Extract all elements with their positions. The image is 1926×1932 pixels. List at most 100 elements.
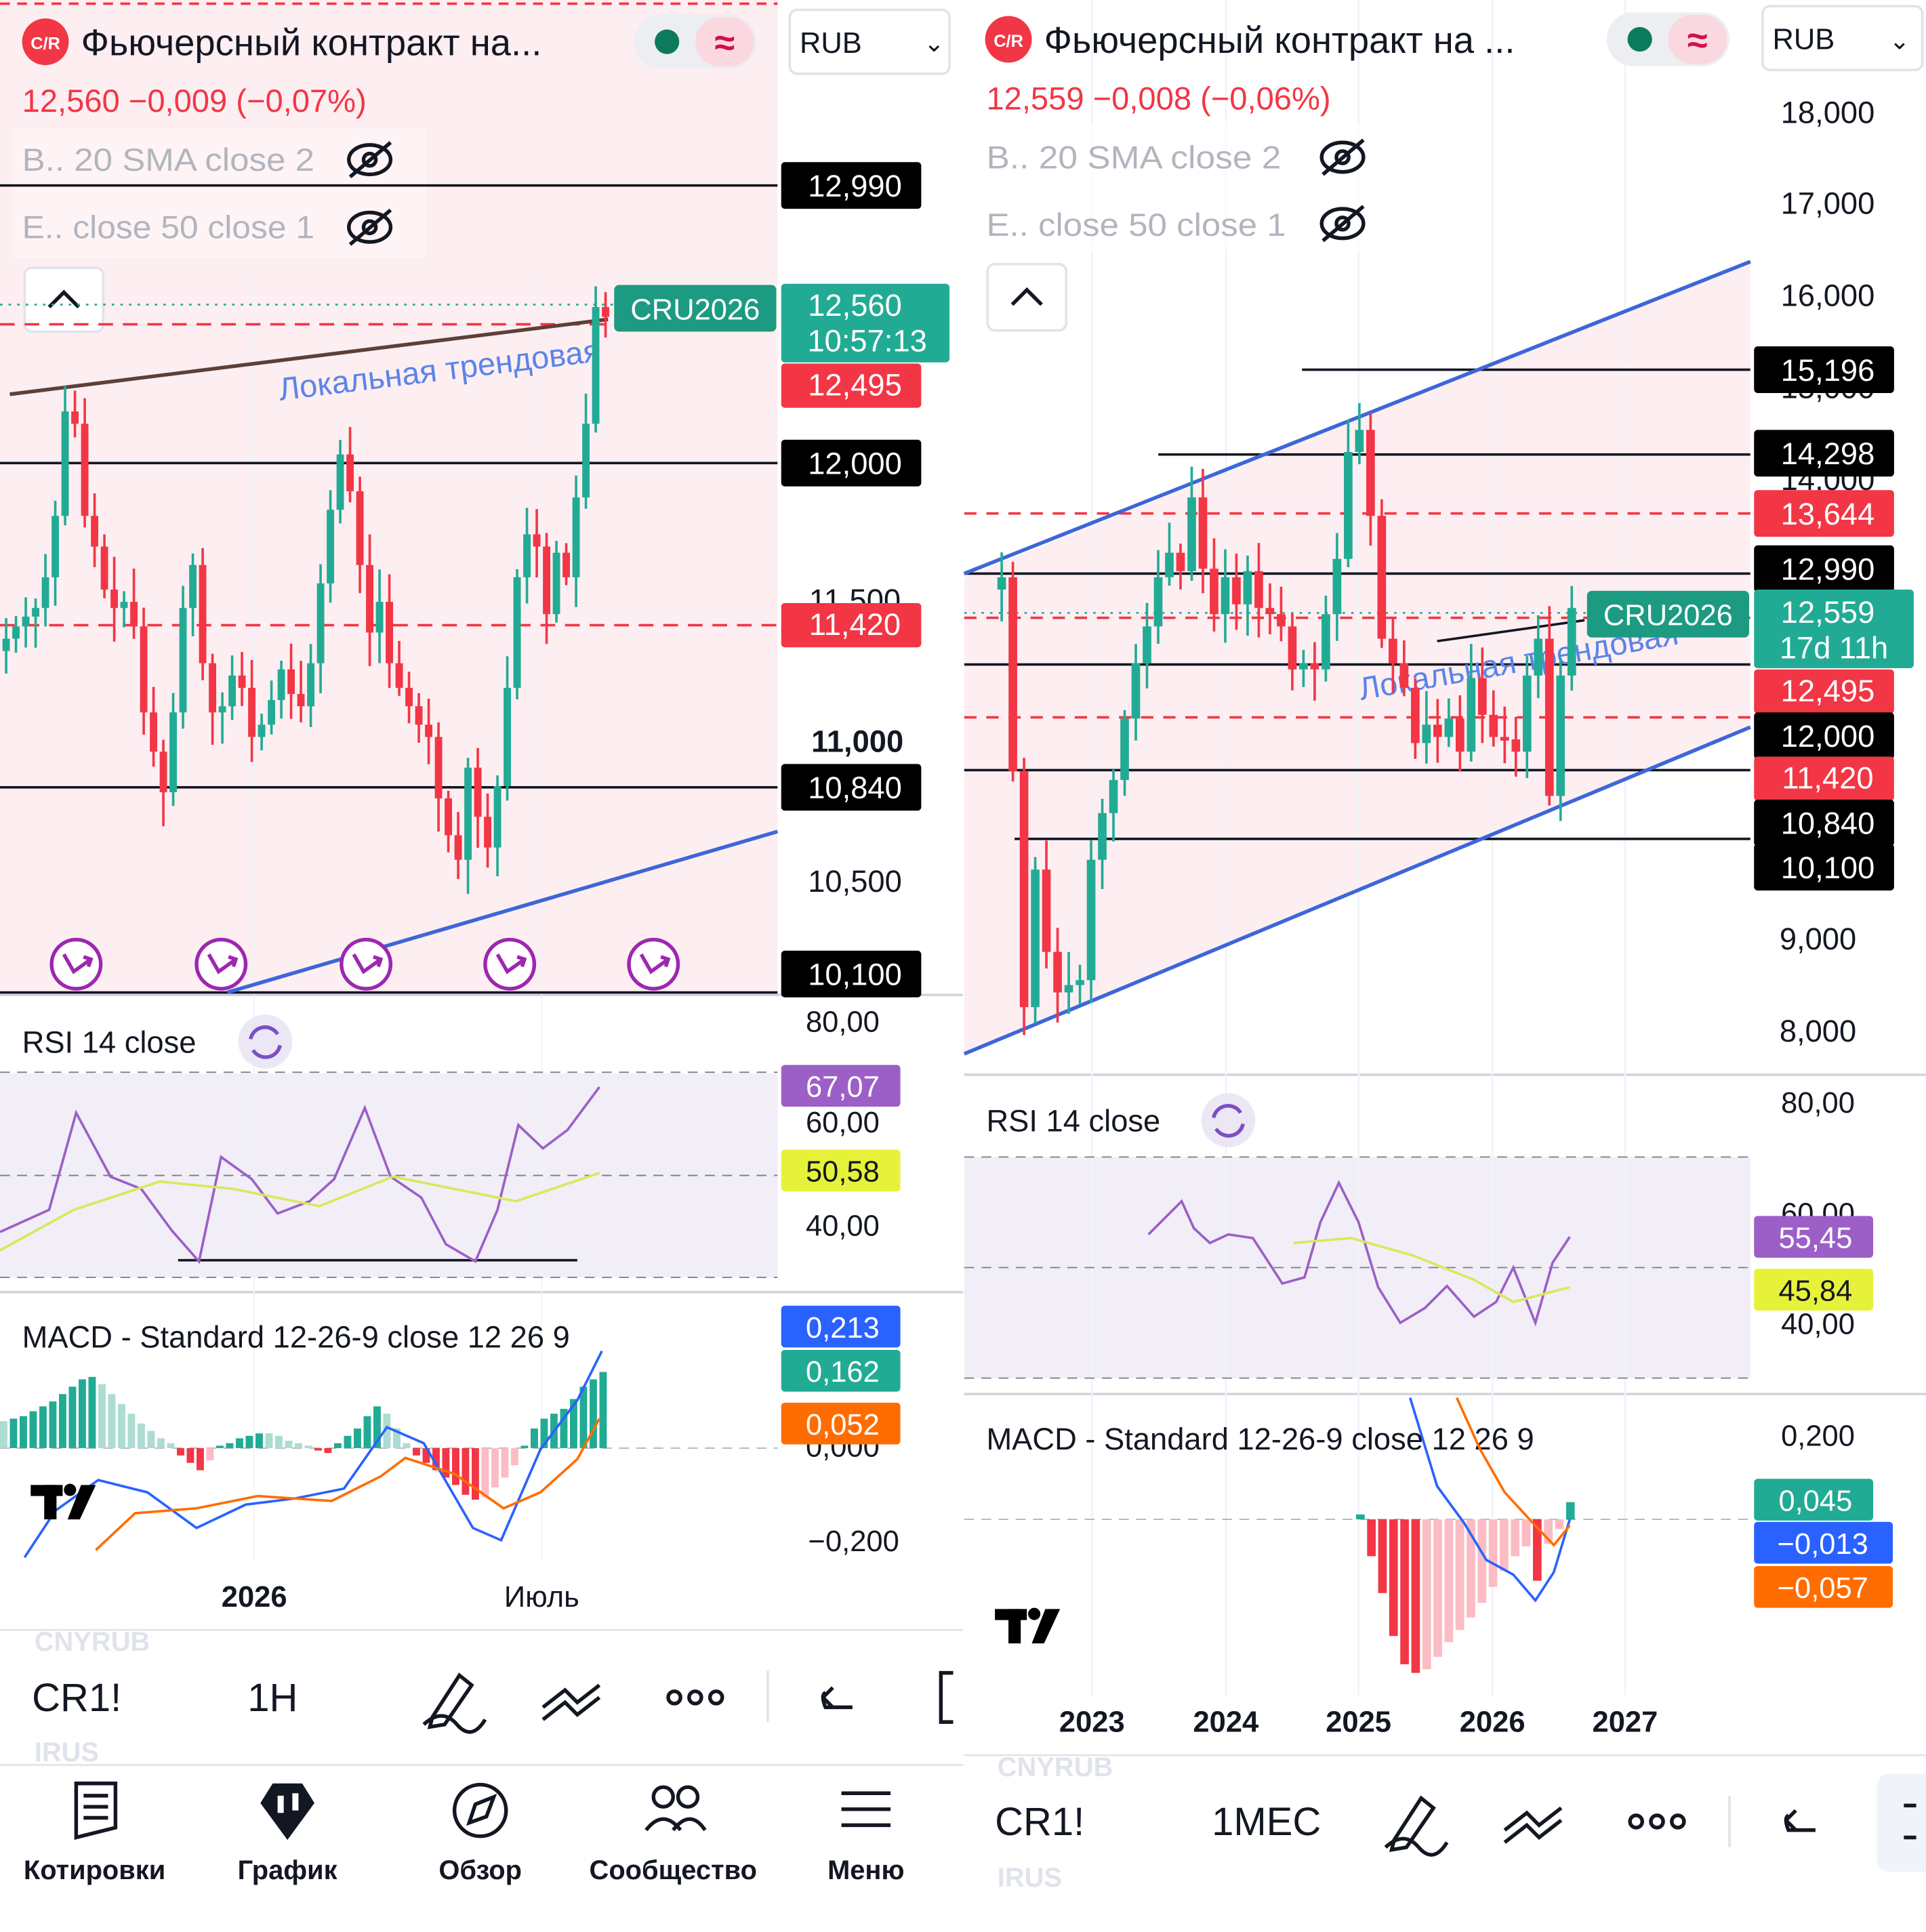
svg-text:15,196: 15,196	[1781, 353, 1875, 388]
macd-bar	[521, 1445, 529, 1448]
candle-body	[1075, 980, 1084, 985]
candle-body	[1210, 569, 1218, 614]
indicator-sma-label[interactable]: B.. 20 SMA close 2	[22, 142, 314, 178]
indicator-sma-label[interactable]: B.. 20 SMA close 2	[986, 139, 1281, 175]
event-arrow-icon	[485, 940, 535, 989]
macd-bar	[236, 1438, 243, 1448]
candle-body	[415, 706, 423, 724]
left-macd-pane: MACD - Standard 12-26-9 close 12 26 9 0,…	[0, 1306, 901, 1559]
svg-text:11,420: 11,420	[809, 607, 901, 642]
fullscreen-icon[interactable]	[941, 1673, 953, 1723]
interval-button[interactable]: 1МЕС	[1212, 1800, 1321, 1844]
candle-body	[1478, 678, 1487, 715]
candle-body	[268, 700, 275, 724]
candle-body	[435, 737, 443, 799]
candle-body	[1389, 639, 1397, 663]
interval-button[interactable]: 1H	[247, 1676, 298, 1720]
refresh-icon[interactable]	[1202, 1093, 1256, 1147]
svg-text:MACD - Standard 12-26-9 close: MACD - Standard 12-26-9 close 12 26 9	[986, 1422, 1534, 1456]
price-change-line: 12,560 −0,009 (−0,07%)	[22, 83, 367, 119]
macd-bar	[30, 1412, 37, 1448]
candle-body	[1244, 571, 1252, 604]
macd-bar	[207, 1448, 214, 1460]
candle-body	[1065, 985, 1073, 993]
more-icon[interactable]	[668, 1691, 722, 1704]
candle-body	[219, 706, 226, 712]
candle-body	[1523, 676, 1532, 752]
candle-body	[1109, 780, 1118, 813]
macd-bar	[59, 1394, 66, 1448]
symbol-tag-text: CRU2026	[630, 293, 760, 326]
candle-body	[405, 688, 413, 706]
indicator-ema-label[interactable]: E.. close 50 close 1	[22, 209, 314, 245]
svg-text:IRUS: IRUS	[35, 1738, 99, 1767]
candle-body	[1489, 715, 1498, 737]
candle-body	[553, 553, 560, 615]
candle-body	[1467, 678, 1475, 752]
svg-text:12,000: 12,000	[1781, 719, 1875, 754]
candle-body	[248, 688, 255, 737]
symbol-button[interactable]: CR1!	[995, 1800, 1084, 1844]
collapse-legend-button[interactable]	[987, 264, 1066, 331]
macd-bar	[108, 1394, 116, 1448]
macd-bar	[1566, 1502, 1575, 1519]
svg-text:2026: 2026	[1460, 1706, 1525, 1739]
candle-body	[573, 497, 580, 577]
indicator-ema-label[interactable]: E.. close 50 close 1	[986, 207, 1286, 243]
candle-body	[71, 411, 79, 424]
macd-bar	[216, 1445, 224, 1448]
candle-body	[160, 752, 167, 792]
fullscreen-button[interactable]	[1877, 1773, 1926, 1872]
candle-body	[1545, 639, 1554, 796]
symbol-title[interactable]: Фьючерсный контракт на...	[81, 22, 542, 64]
macd-bar	[580, 1386, 588, 1448]
time-label: 2026	[222, 1581, 287, 1614]
tradingview-logo-icon	[30, 1484, 96, 1520]
macd-bar	[1433, 1519, 1442, 1657]
macd-bar	[1367, 1519, 1376, 1556]
candle-body	[1299, 663, 1308, 670]
macd-bar	[1412, 1519, 1420, 1673]
collapse-legend-button[interactable]	[24, 268, 103, 331]
candle-body	[562, 553, 570, 577]
svg-text:−0,013: −0,013	[1778, 1528, 1868, 1561]
macd-bar	[1477, 1519, 1486, 1603]
candle-body	[298, 694, 305, 706]
macd-bar	[187, 1448, 194, 1463]
candle-body	[533, 534, 541, 546]
macd-bar	[511, 1448, 518, 1465]
macd-bar	[1489, 1519, 1498, 1587]
macd-bar	[501, 1448, 509, 1478]
right-rsi-band	[964, 1157, 1750, 1378]
candle-body	[1154, 577, 1163, 627]
macd-bar	[39, 1406, 47, 1448]
svg-text:80,00: 80,00	[1781, 1087, 1855, 1119]
candle-body	[1031, 869, 1040, 1007]
candle-body	[1534, 639, 1542, 676]
macd-bar	[167, 1443, 175, 1448]
market-open-icon	[1628, 27, 1652, 52]
candle-body	[209, 663, 216, 713]
candle-body	[474, 768, 482, 817]
candle-body	[3, 639, 10, 651]
macd-bar	[69, 1386, 77, 1448]
trend-tools-icon[interactable]	[543, 1685, 599, 1720]
svg-text:12,495: 12,495	[808, 368, 902, 403]
svg-text:14,298: 14,298	[1781, 436, 1875, 471]
nav-label: График	[238, 1855, 337, 1885]
macd-bar	[334, 1443, 342, 1448]
macd-bar	[148, 1431, 155, 1448]
candle-body	[1254, 571, 1263, 608]
refresh-icon[interactable]	[239, 1014, 293, 1069]
candle-body	[1422, 724, 1431, 743]
chevron-down-icon: ⌄	[924, 29, 944, 57]
candle-body	[42, 577, 49, 608]
svg-text:0,200: 0,200	[1781, 1420, 1855, 1452]
macd-bar	[10, 1418, 18, 1448]
candle-body	[494, 786, 501, 848]
symbol-button[interactable]: CR1!	[32, 1676, 121, 1720]
svg-text:12,990: 12,990	[1781, 552, 1875, 587]
undo-icon[interactable]	[823, 1687, 853, 1707]
pencil-icon[interactable]	[424, 1675, 485, 1732]
symbol-title[interactable]: Фьючерсный контракт на ...	[1044, 20, 1515, 61]
